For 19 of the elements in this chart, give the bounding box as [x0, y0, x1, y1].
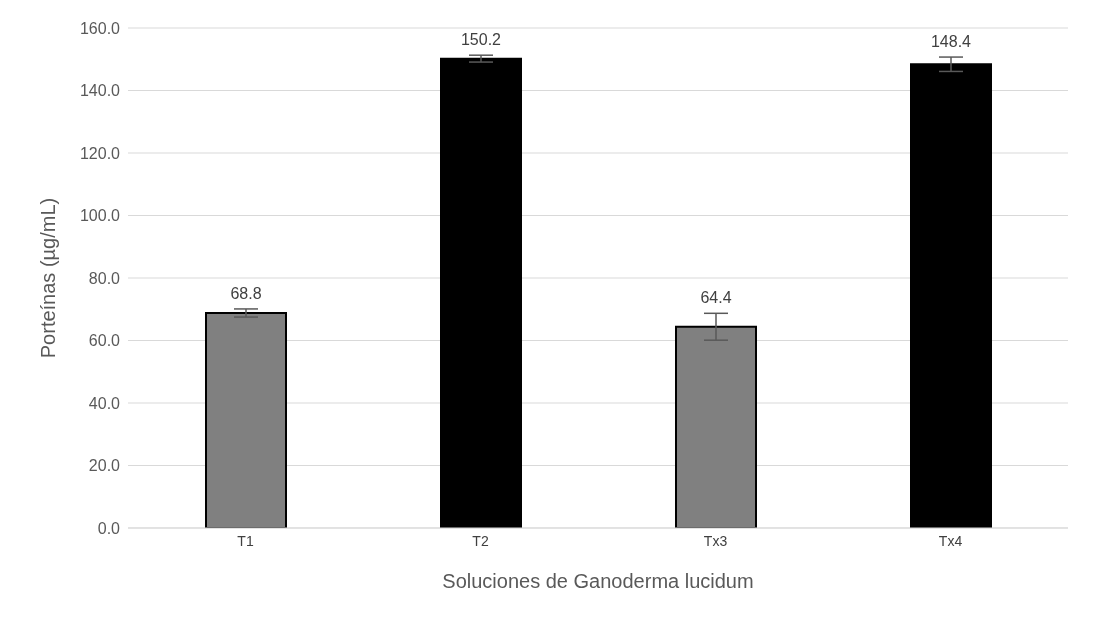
y-tick-label: 160.0	[79, 19, 121, 37]
y-tick-label: 140.0	[79, 82, 121, 100]
y-tick-label: 20.0	[88, 457, 121, 475]
y-axis-title: Porteínas (µg/mL)	[37, 197, 60, 359]
y-tick-label: 80.0	[88, 269, 121, 287]
y-tick-label: 120.0	[79, 144, 121, 162]
x-tick-label: Tx4	[938, 532, 963, 549]
y-tick-label: 60.0	[88, 332, 121, 350]
data-label: 148.4	[930, 33, 972, 51]
x-tick-label: Tx3	[703, 532, 728, 549]
x-tick-label: T1	[237, 532, 254, 549]
y-tick-label: 40.0	[88, 394, 121, 412]
x-tick-label: T2	[472, 532, 489, 549]
y-tick-label: 100.0	[79, 207, 121, 225]
data-label: 64.4	[700, 289, 732, 307]
data-label: 68.8	[230, 284, 262, 302]
x-axis-title: Soluciones de Ganoderma lucidum	[442, 570, 754, 592]
y-tick-label: 0.0	[97, 519, 121, 537]
data-label: 150.2	[460, 31, 502, 49]
